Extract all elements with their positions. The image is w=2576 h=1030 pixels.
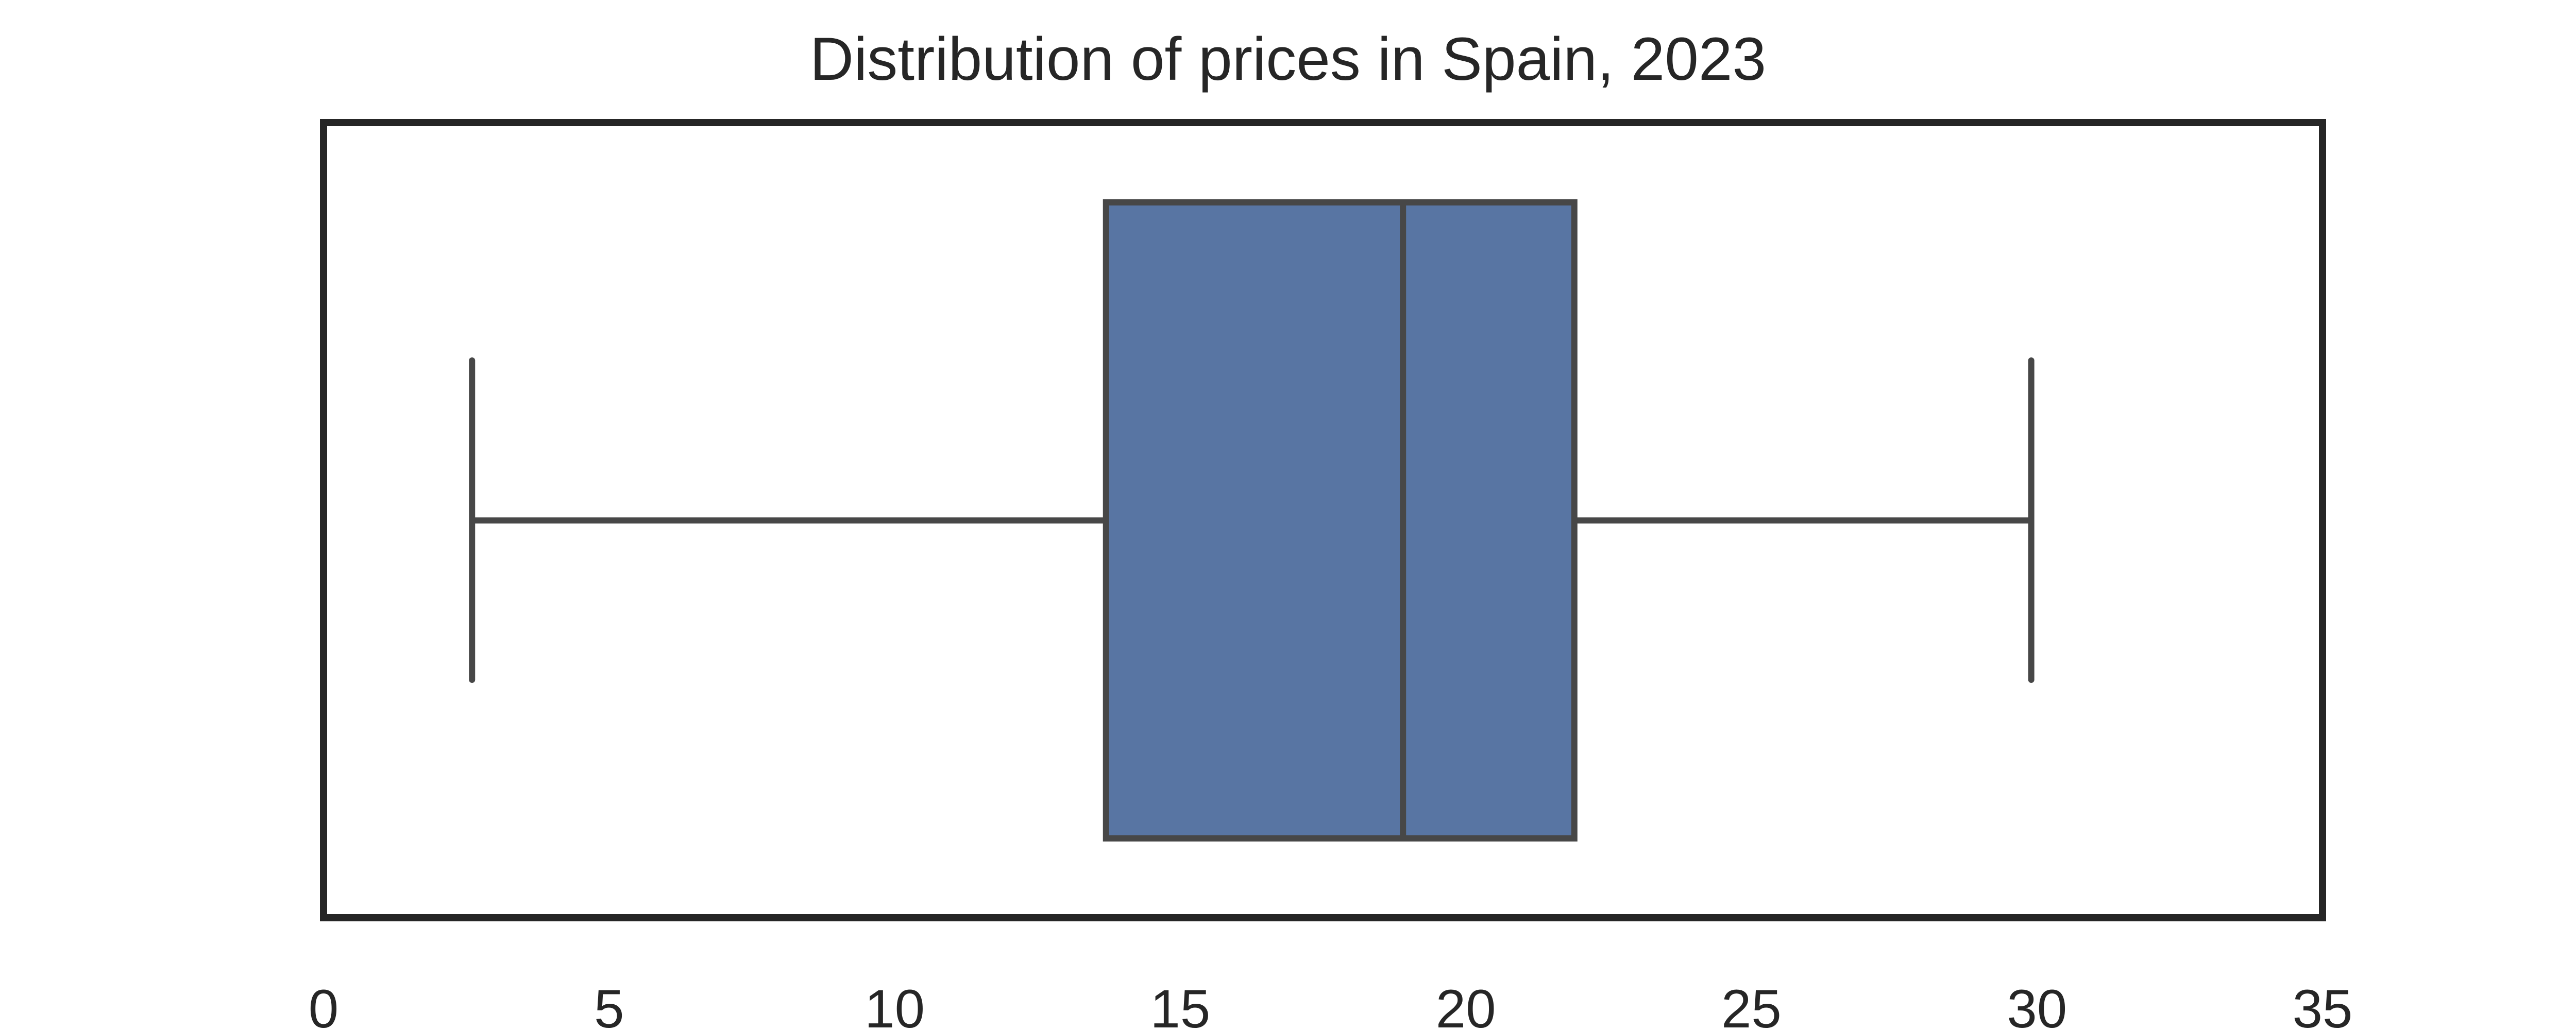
x-tick-label: 35 [2293, 979, 2353, 1030]
x-tick-label: 0 [309, 979, 338, 1030]
x-tick-label: 10 [865, 979, 925, 1030]
plot-frame [320, 119, 2326, 921]
x-tick-label: 30 [2007, 979, 2067, 1030]
box-marks [469, 199, 2035, 842]
x-tick-label: 15 [1150, 979, 1210, 1030]
chart-title: Distribution of prices in Spain, 2023 [809, 25, 1767, 93]
x-tick-label: 25 [1721, 979, 1782, 1030]
iqr-box [1103, 199, 1578, 842]
x-tick-label: 20 [1436, 979, 1496, 1030]
x-tick-label: 5 [594, 979, 624, 1030]
x-axis-ticks: 0 5 10 15 20 25 30 35 [309, 979, 2353, 1030]
